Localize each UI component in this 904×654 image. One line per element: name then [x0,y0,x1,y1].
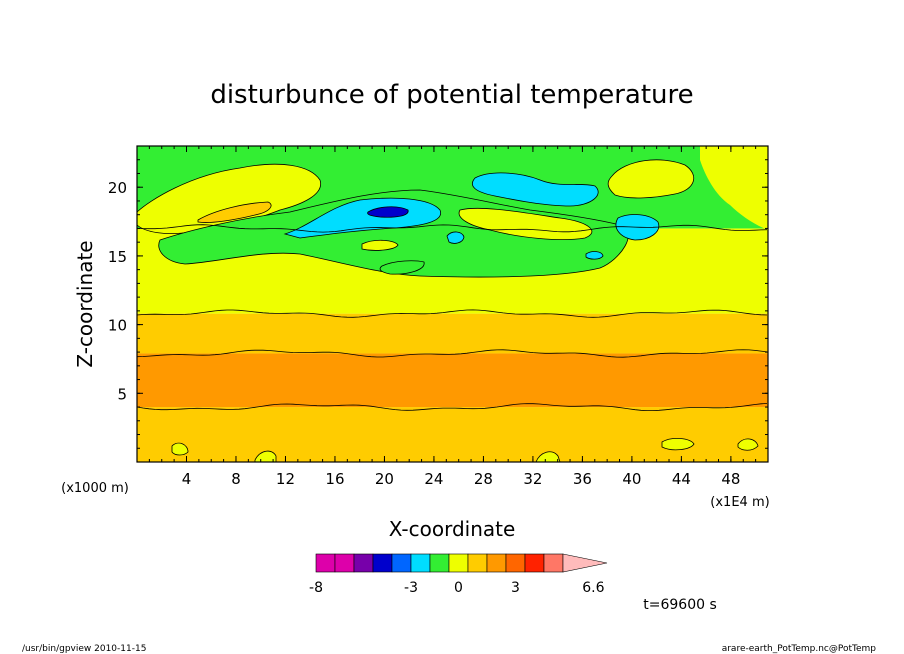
green-spot-lower [379,260,425,275]
yellow-spot-bottom-3 [535,451,561,463]
contour-lines [136,224,768,411]
x-tick-label: 24 [424,470,443,488]
colorbar-swatch [543,553,564,573]
plot-frame [136,145,769,463]
cyan-spot-small [446,231,465,244]
band-1 [137,353,768,408]
x-tick-label: 36 [573,470,592,488]
colorbar-swatch [505,553,526,573]
x-tick-label: 40 [622,470,641,488]
time-label: t=69600 s [643,597,717,613]
contour-line-3 [136,224,768,233]
footer-right: arare-earth_PotTemp.nc@PotTemp [722,644,877,654]
x-tick-label: 12 [276,470,295,488]
contour-line-0 [136,403,768,411]
colorbar-tick-label: 3 [511,580,520,596]
y-axis-ticks: 5 10 15 20 [108,159,768,449]
yellow-spot-bottom-1 [171,442,189,456]
colorbar-swatch [315,553,336,573]
x-tick-label: 48 [721,470,740,488]
x-unit-right: (x1E4 m) [710,495,769,510]
chart-title: disturbunce of potential temperature [210,80,693,110]
contour-line-2 [136,309,768,318]
yellow-region-topright [700,146,768,230]
x-tick-label: 28 [474,470,493,488]
colorbar-swatch [410,553,431,573]
colorbar-arrow [562,553,608,573]
x-tick-label: 4 [182,470,192,488]
x-tick-label: 16 [325,470,344,488]
orange-spot-left [197,201,272,223]
colorbar-swatch [372,553,393,573]
colorbar-swatch [486,553,507,573]
colorbar-swatch [353,553,374,573]
band-2 [137,313,768,354]
colorbar-tick-labels: -8 -3 0 3 6.6 [309,580,605,596]
yellow-spot-mid [361,239,399,251]
colorbar-swatch [448,553,469,573]
x-axis-ticks: 4 8 12 16 20 24 28 32 36 40 44 48 [148,146,757,488]
colorbar-swatch [391,553,412,573]
yellow-spot-bottom-5 [737,438,759,451]
cyan-spot-right [585,251,604,260]
colorbar-swatch [429,553,450,573]
contour-line-1 [136,349,768,358]
y-tick-label: 20 [108,179,127,197]
y-axis-label: Z-coordinate [73,240,97,367]
colorbar-tick-label: -3 [404,580,418,596]
colorbar-swatch [524,553,545,573]
colorbar-tick-label: 6.6 [582,580,604,596]
colorbar-tick-label: -8 [309,580,323,596]
cyan-region-top [471,172,599,207]
x-tick-label: 44 [672,470,691,488]
yellow-region-right [607,159,695,199]
band-0 [137,407,768,462]
colorbar-swatch [334,553,355,573]
footer-left: /usr/bin/gpview 2010-11-15 [22,644,146,654]
x-tick-label: 8 [231,470,241,488]
y-tick-label: 5 [117,385,127,403]
x-axis-label: X-coordinate [389,517,516,541]
colorbar [315,553,608,573]
colorbar-tick-label: 0 [454,580,463,596]
x-unit-left: (x1000 m) [61,481,129,496]
yellow-spot-bottom-4 [661,438,695,451]
x-tick-label: 32 [523,470,542,488]
colorbar-swatch [467,553,488,573]
blue-spot [367,206,409,218]
y-tick-label: 10 [108,317,127,335]
x-tick-label: 20 [375,470,394,488]
y-tick-label: 15 [108,248,127,266]
